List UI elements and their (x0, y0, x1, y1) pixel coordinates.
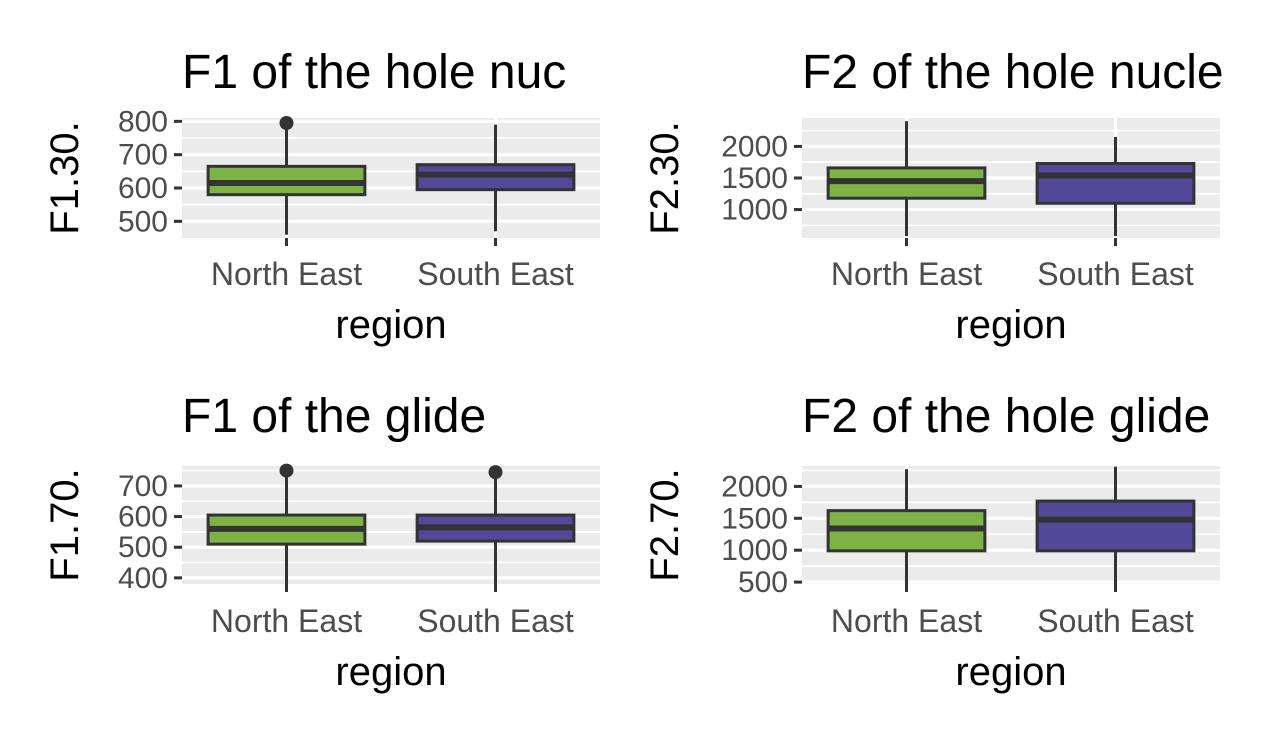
chart-title: F2 of the hole glide (802, 390, 1210, 443)
y-tick-label: 500 (118, 531, 168, 564)
y-tick-label: 700 (118, 470, 168, 503)
y-tick-label: 700 (118, 139, 168, 172)
box-south-east (415, 465, 576, 584)
x-axis-title: region (335, 303, 446, 347)
x-tick-label: South East (417, 603, 574, 639)
x-axis-title: region (335, 650, 446, 694)
box-north-east (826, 469, 987, 584)
x-tick-label: North East (831, 256, 982, 292)
box-south-east (415, 124, 576, 232)
box-iqr (1035, 161, 1196, 205)
x-tick-label: South East (1037, 603, 1194, 639)
chart-title: F2 of the hole nucle (802, 46, 1224, 99)
y-tick-label: 600 (118, 172, 168, 205)
y-tick-label: 2000 (721, 130, 788, 163)
box-south-east (1035, 466, 1196, 584)
x-tick-label: North East (211, 603, 362, 639)
x-tick-label: South East (1037, 256, 1194, 292)
y-tick-label: 400 (118, 562, 168, 595)
y-tick-label: 600 (118, 501, 168, 534)
y-tick-label: 500 (118, 205, 168, 238)
y-axis-title: F1.70. (43, 468, 87, 581)
y-tick-label: 1500 (721, 162, 788, 195)
y-tick-label: 1000 (721, 534, 788, 567)
x-tick-label: South East (417, 256, 574, 292)
box-north-east (206, 463, 367, 584)
y-tick-label: 800 (118, 105, 168, 138)
outlier-point (488, 465, 503, 480)
box-north-east (206, 116, 367, 235)
x-tick-label: North East (831, 603, 982, 639)
box-iqr (1035, 499, 1196, 553)
box-north-east (826, 121, 987, 237)
y-axis-title: F2.70. (643, 468, 687, 581)
chart-title: F1 of the glide (182, 390, 486, 443)
y-tick-label: 1000 (721, 194, 788, 227)
box-south-east (1035, 136, 1196, 237)
outlier-point (279, 463, 294, 478)
y-axis-title: F2.30. (643, 121, 687, 234)
y-tick-label: 2000 (721, 470, 788, 503)
x-axis-title: region (955, 303, 1066, 347)
y-tick-label: 1500 (721, 502, 788, 535)
x-axis-title: region (955, 650, 1066, 694)
y-axis-title: F1.30. (43, 121, 87, 234)
chart-title: F1 of the hole nuc (182, 46, 566, 99)
outlier-point (279, 116, 294, 130)
x-tick-label: North East (211, 256, 362, 292)
y-tick-label: 500 (738, 566, 788, 599)
